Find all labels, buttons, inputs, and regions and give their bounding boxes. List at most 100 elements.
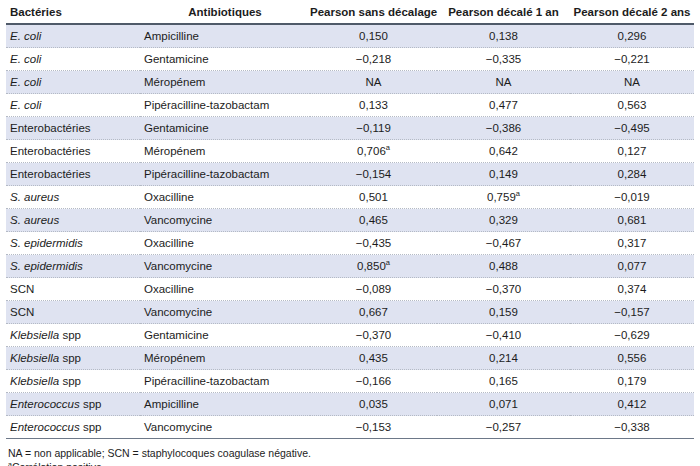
pearson-value: 0,556: [618, 352, 647, 364]
superscript-marker: a: [516, 189, 520, 198]
bacteria-name-italic: S. aureus: [10, 191, 59, 203]
antibiotic-cell: Ampicilline: [140, 393, 310, 416]
antibiotic-cell: Méropénem: [140, 71, 310, 94]
pearson-value-cell: NA: [570, 71, 694, 94]
pearson-value: 0,706: [357, 145, 386, 157]
column-header-pearson-lag-2yr: Pearson décalé 2 ans: [570, 0, 694, 24]
pearson-value: 0,477: [489, 99, 518, 111]
bacteria-name-regular: spp: [59, 352, 81, 364]
footnote-correlation: aCorrélation positive.: [8, 460, 694, 466]
pearson-value-cell: −0,153: [310, 416, 437, 439]
pearson-value-cell: 0,165: [437, 370, 570, 393]
pearson-value: 0,329: [489, 214, 518, 226]
pearson-value-cell: 0,150: [310, 24, 437, 48]
bacteria-name-regular: spp: [59, 375, 81, 387]
pearson-value-cell: −0,386: [437, 117, 570, 140]
pearson-value: −0,153: [356, 421, 392, 433]
antibiotic-cell: Pipéracilline-tazobactam: [140, 94, 310, 117]
pearson-value-cell: −0,019: [570, 186, 694, 209]
pearson-value-cell: 0,706a: [310, 140, 437, 163]
pearson-value-cell: 0,071: [437, 393, 570, 416]
table-row: S. aureus Oxacilline 0,501 0,759a −0,019: [6, 186, 694, 209]
pearson-value-cell: −0,370: [437, 278, 570, 301]
pearson-value: −0,157: [614, 306, 650, 318]
pearson-value: −0,410: [486, 329, 522, 341]
pearson-value-cell: −0,467: [437, 232, 570, 255]
pearson-value: 0,374: [618, 283, 647, 295]
pearson-value-cell: 0,488: [437, 255, 570, 278]
pearson-value-cell: −0,166: [310, 370, 437, 393]
bacteria-name-italic: S. aureus: [10, 214, 59, 226]
pearson-value-cell: −0,257: [437, 416, 570, 439]
pearson-value: 0,127: [618, 145, 647, 157]
table-body: E. coli Ampicilline 0,150 0,138 0,296 E.…: [6, 24, 694, 439]
pearson-value-cell: NA: [437, 71, 570, 94]
bacteria-cell: SCN: [6, 278, 140, 301]
antibiotic-cell: Gentamicine: [140, 324, 310, 347]
pearson-value-cell: 0,374: [570, 278, 694, 301]
pearson-value-cell: 0,159: [437, 301, 570, 324]
pearson-value-cell: 0,035: [310, 393, 437, 416]
bacteria-name-regular: spp: [59, 329, 81, 341]
pearson-value: 0,159: [489, 306, 518, 318]
pearson-value-cell: 0,435: [310, 347, 437, 370]
pearson-value: −0,467: [486, 237, 522, 249]
bacteria-cell: E. coli: [6, 94, 140, 117]
pearson-value-cell: 0,759a: [437, 186, 570, 209]
pearson-value-cell: −0,435: [310, 232, 437, 255]
pearson-value: −0,335: [486, 53, 522, 65]
footnote-abbreviations: NA = non applicable; SCN = staphylocoque…: [8, 446, 694, 460]
pearson-value: 0,501: [359, 191, 388, 203]
table-header: Bactéries Antibiotiques Pearson sans déc…: [6, 0, 694, 24]
bacteria-name-italic: S. epidermidis: [10, 260, 83, 272]
pearson-value-cell: −0,157: [570, 301, 694, 324]
pearson-value: 0,138: [489, 30, 518, 42]
pearson-value-cell: −0,119: [310, 117, 437, 140]
bacteria-cell: S. aureus: [6, 186, 140, 209]
bacteria-name-regular: SCN: [10, 306, 34, 318]
pearson-value: −0,370: [356, 329, 392, 341]
pearson-value-cell: 0,133: [310, 94, 437, 117]
pearson-value-cell: 0,127: [570, 140, 694, 163]
bacteria-name-italic: Klebsiella: [10, 375, 59, 387]
pearson-value: −0,166: [356, 375, 392, 387]
antibiotic-cell: Oxacilline: [140, 278, 310, 301]
bacteria-name-italic: E. coli: [10, 99, 41, 111]
pearson-value: 0,077: [618, 260, 647, 272]
pearson-value-cell: 0,317: [570, 232, 694, 255]
pearson-value: 0,035: [359, 398, 388, 410]
antibiotic-cell: Ampicilline: [140, 24, 310, 48]
bacteria-name-regular: SCN: [10, 283, 34, 295]
correlation-table-page: Bactéries Antibiotiques Pearson sans déc…: [0, 0, 700, 466]
bacteria-name-regular: Enterobactéries: [10, 168, 91, 180]
pearson-value: 0,071: [489, 398, 518, 410]
pearson-value: 0,465: [359, 214, 388, 226]
pearson-value: 0,488: [489, 260, 518, 272]
pearson-value-cell: −0,410: [437, 324, 570, 347]
table-row: SCN Oxacilline −0,089 −0,370 0,374: [6, 278, 694, 301]
bacteria-name-italic: E. coli: [10, 53, 41, 65]
pearson-value: 0,317: [618, 237, 647, 249]
pearson-value: −0,154: [356, 168, 392, 180]
pearson-value: −0,629: [614, 329, 650, 341]
pearson-value-cell: −0,221: [570, 48, 694, 71]
pearson-value-cell: 0,563: [570, 94, 694, 117]
table-row: E. coli Pipéracilline-tazobactam 0,133 0…: [6, 94, 694, 117]
pearson-value: NA: [624, 76, 640, 88]
pearson-value: −0,221: [614, 53, 650, 65]
bacteria-cell: Enterobactéries: [6, 140, 140, 163]
antibiotic-cell: Oxacilline: [140, 232, 310, 255]
table-row: SCN Vancomycine 0,667 0,159 −0,157: [6, 301, 694, 324]
pearson-value: 0,681: [618, 214, 647, 226]
pearson-value: 0,179: [618, 375, 647, 387]
bacteria-name-italic: Klebsiella: [10, 352, 59, 364]
antibiotic-cell: Vancomycine: [140, 255, 310, 278]
pearson-value: −0,386: [486, 122, 522, 134]
bacteria-name-italic: S. epidermidis: [10, 237, 83, 249]
antibiotic-cell: Pipéracilline-tazobactam: [140, 370, 310, 393]
pearson-value-cell: 0,077: [570, 255, 694, 278]
pearson-value-cell: 0,501: [310, 186, 437, 209]
pearson-value-cell: 0,477: [437, 94, 570, 117]
table-row: E. coli Gentamicine −0,218 −0,335 −0,221: [6, 48, 694, 71]
pearson-value: −0,218: [356, 53, 392, 65]
